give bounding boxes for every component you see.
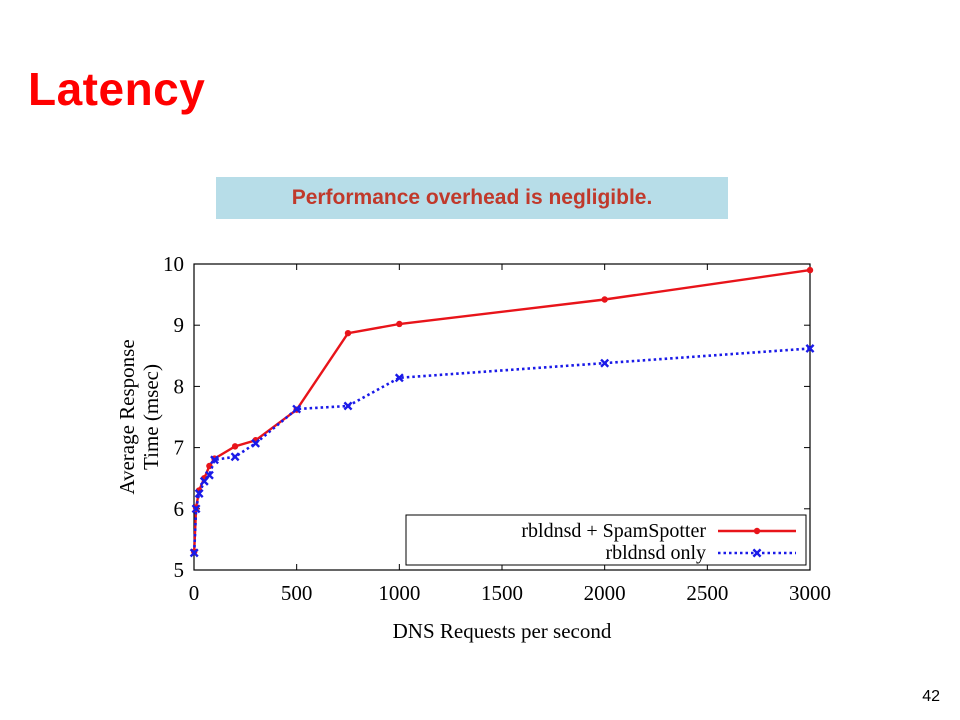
series-1-point (191, 504, 201, 514)
y-axis-label-line: Time (msec) (139, 364, 163, 470)
x-tick-label: 3000 (789, 581, 831, 605)
x-tick-label: 2500 (686, 581, 728, 605)
slide-title: Latency (28, 63, 206, 115)
y-tick-label: 6 (174, 497, 185, 521)
x-axis-label: DNS Requests per second (393, 619, 612, 643)
legend-box (405, 514, 807, 566)
y-axis-label: Average ResponseTime (msec) (115, 339, 163, 494)
series-1-point (343, 401, 353, 411)
series-1-point (600, 358, 610, 368)
series-1-point (394, 373, 404, 383)
marker-stroke (191, 504, 201, 514)
marker-stroke (805, 344, 815, 353)
latency-chart: 5 6 7 8 9 10 0 500 1000 1500 2000 2500 3000 DNS Reque… (115, 252, 831, 643)
y-tick-label: 10 (163, 252, 184, 276)
x-tick-label: 500 (281, 581, 313, 605)
series-0-point (396, 320, 403, 328)
legend-marker-0 (753, 527, 761, 535)
series-1-point (210, 455, 219, 465)
series-line-0 (193, 268, 811, 552)
series-1-point (251, 438, 261, 448)
series-1-point (189, 548, 199, 558)
series-layer (189, 266, 815, 558)
page-number: 42 (922, 688, 940, 705)
series-1-point (194, 489, 204, 498)
y-axis-label-line: Average Response (115, 339, 139, 494)
marker-stroke (194, 489, 204, 498)
series-1-point (230, 452, 240, 462)
marker-stroke (230, 452, 240, 462)
marker-stroke (210, 455, 219, 465)
x-tick-label: 1000 (378, 581, 420, 605)
series-1-point (204, 470, 214, 480)
x-tick-label: 0 (189, 581, 200, 605)
y-tick-label: 7 (174, 436, 185, 460)
marker-stroke (343, 401, 353, 411)
series-0-point (601, 296, 608, 303)
series-1-point (292, 404, 302, 414)
marker-stroke (600, 358, 610, 368)
series-0-point (806, 266, 814, 274)
marker-stroke (189, 548, 199, 558)
legend-label-0: rbldnsd + SpamSpotter (521, 520, 706, 542)
series-0-point (231, 443, 239, 450)
x-tick-label: 2000 (584, 581, 626, 605)
legend-marker-1 (752, 548, 762, 558)
marker-stroke (204, 470, 214, 480)
marker-stroke (292, 404, 302, 414)
marker-stroke (251, 438, 261, 448)
callout-box: Performance overhead is negligible. (216, 177, 728, 219)
axes: 5 6 7 8 9 10 0 500 1000 1500 2000 2500 3000 DNS Reque… (115, 252, 831, 643)
marker-stroke (394, 373, 404, 383)
y-tick-label: 8 (174, 374, 185, 398)
y-tick-label: 9 (174, 313, 185, 337)
legend-label-1: rbldnsd only (605, 542, 706, 564)
y-tick-label: 5 (174, 558, 185, 582)
series-0-point (344, 329, 352, 337)
x-tick-label: 1500 (481, 581, 523, 605)
series-1-point (805, 344, 815, 353)
